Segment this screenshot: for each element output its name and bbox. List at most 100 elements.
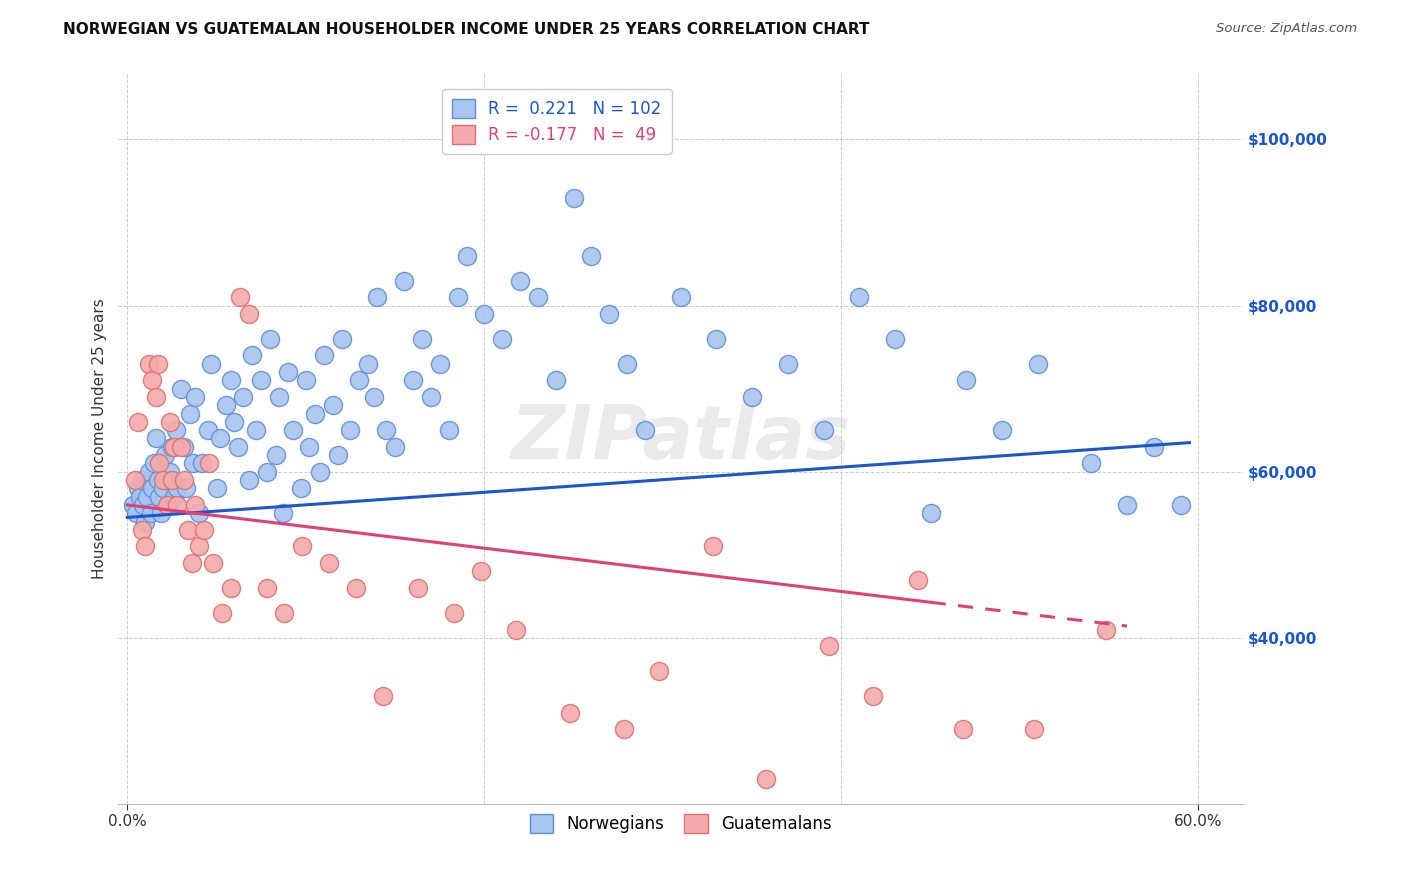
Point [955, 373, 977, 387]
Point [283, 423, 305, 437]
Point [848, 290, 870, 304]
Point [813, 423, 835, 437]
Point [150, 506, 173, 520]
Point [156, 498, 179, 512]
Point [131, 473, 153, 487]
Point [157, 498, 180, 512]
Point [159, 415, 181, 429]
Point [124, 473, 146, 487]
Point [318, 556, 340, 570]
Point [322, 398, 344, 412]
Point [232, 390, 254, 404]
Text: NORWEGIAN VS GUATEMALAN HOUSEHOLDER INCOME UNDER 25 YEARS CORRELATION CHART: NORWEGIAN VS GUATEMALAN HOUSEHOLDER INCO… [63, 22, 870, 37]
Point [437, 423, 460, 437]
Point [634, 423, 657, 437]
Point [581, 249, 603, 263]
Point [166, 498, 188, 512]
Point [148, 490, 170, 504]
Point [277, 365, 299, 379]
Point [184, 498, 207, 512]
Point [544, 373, 567, 387]
Point [160, 473, 183, 487]
Point [146, 473, 169, 487]
Point [170, 440, 193, 454]
Point [229, 290, 252, 304]
Point [491, 332, 513, 346]
Point [256, 581, 278, 595]
Point [290, 481, 312, 495]
Point [238, 307, 260, 321]
Point [419, 390, 441, 404]
Point [613, 723, 636, 737]
Point [173, 440, 195, 454]
Point [309, 465, 332, 479]
Point [273, 606, 295, 620]
Point [349, 373, 371, 387]
Point [152, 481, 174, 495]
Point [702, 540, 724, 554]
Point [165, 423, 187, 437]
Point [363, 390, 385, 404]
Point [755, 772, 778, 786]
Point [163, 490, 186, 504]
Point [1143, 440, 1166, 454]
Text: ZIPatlas: ZIPatlas [510, 402, 851, 475]
Point [170, 382, 193, 396]
Point [145, 390, 167, 404]
Point [121, 498, 143, 512]
Y-axis label: Householder Income Under 25 years: Householder Income Under 25 years [93, 298, 107, 579]
Point [211, 606, 233, 620]
Point [446, 290, 468, 304]
Point [776, 357, 799, 371]
Point [156, 473, 179, 487]
Point [256, 465, 278, 479]
Point [209, 432, 232, 446]
Point [134, 515, 156, 529]
Point [138, 465, 160, 479]
Point [177, 523, 200, 537]
Point [470, 565, 492, 579]
Point [214, 398, 236, 412]
Point [326, 448, 349, 462]
Point [366, 290, 388, 304]
Point [474, 307, 496, 321]
Point [166, 481, 188, 495]
Point [163, 440, 186, 454]
Point [375, 423, 398, 437]
Point [138, 357, 160, 371]
Point [598, 307, 620, 321]
Point [240, 348, 263, 362]
Point [706, 332, 728, 346]
Point [174, 481, 197, 495]
Point [344, 581, 367, 595]
Point [219, 373, 242, 387]
Point [187, 506, 209, 520]
Point [131, 523, 153, 537]
Point [191, 457, 214, 471]
Point [862, 689, 884, 703]
Point [159, 465, 181, 479]
Point [648, 664, 671, 678]
Point [187, 540, 209, 554]
Point [183, 457, 205, 471]
Point [883, 332, 905, 346]
Point [148, 457, 170, 471]
Point [558, 706, 581, 720]
Point [125, 506, 148, 520]
Point [295, 373, 318, 387]
Point [226, 440, 249, 454]
Point [1080, 457, 1102, 471]
Point [339, 423, 361, 437]
Point [134, 540, 156, 554]
Point [141, 481, 163, 495]
Point [141, 373, 163, 387]
Point [139, 506, 162, 520]
Point [907, 573, 929, 587]
Point [146, 357, 169, 371]
Point [259, 332, 281, 346]
Point [173, 473, 195, 487]
Point [238, 473, 260, 487]
Point [269, 390, 291, 404]
Point [143, 457, 166, 471]
Point [616, 357, 638, 371]
